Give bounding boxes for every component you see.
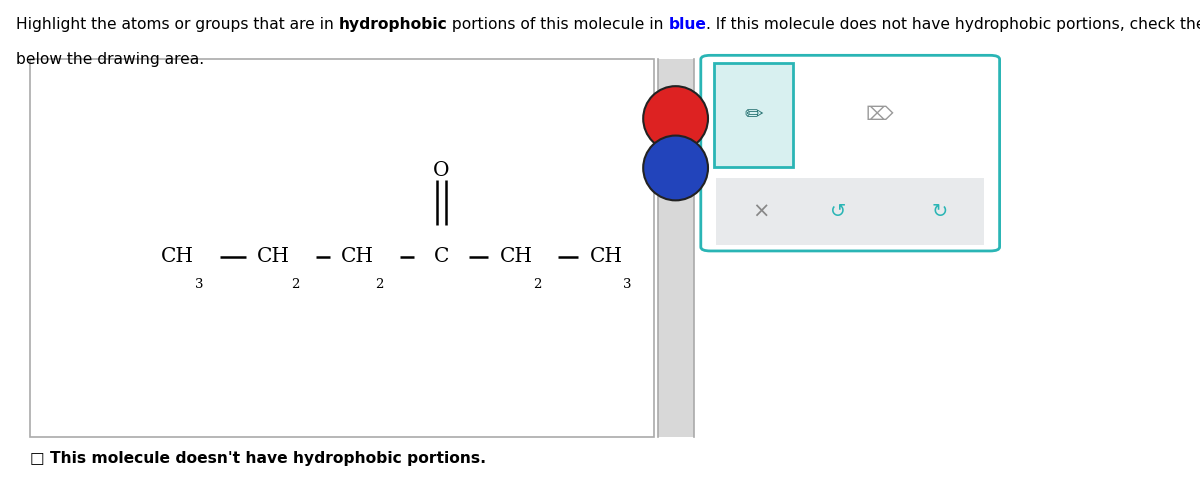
Text: Highlight the atoms or groups that are in: Highlight the atoms or groups that are i… — [16, 17, 338, 32]
Text: ↺: ↺ — [830, 202, 846, 221]
Text: 3: 3 — [623, 278, 632, 290]
Text: CH: CH — [257, 247, 290, 266]
Text: ×: × — [752, 201, 769, 221]
Text: 3: 3 — [194, 278, 204, 290]
Text: below the drawing area.: below the drawing area. — [16, 52, 204, 67]
Bar — [658, 59, 694, 437]
Text: portions of this molecule in: portions of this molecule in — [448, 17, 668, 32]
Ellipse shape — [643, 135, 708, 201]
Text: ✏: ✏ — [744, 105, 763, 125]
Text: CH: CH — [161, 247, 194, 266]
FancyBboxPatch shape — [701, 55, 1000, 251]
Text: C: C — [434, 247, 449, 266]
Text: 2: 2 — [534, 278, 541, 290]
Bar — [30, 59, 654, 437]
FancyBboxPatch shape — [714, 63, 793, 167]
Text: CH: CH — [499, 247, 533, 266]
Text: 2: 2 — [292, 278, 299, 290]
Text: CH: CH — [341, 247, 374, 266]
Text: O: O — [433, 161, 450, 180]
Bar — [716, 178, 984, 245]
Text: 2: 2 — [376, 278, 383, 290]
Text: . If this molecule does not have hydrophobic portions, check the box: . If this molecule does not have hydroph… — [707, 17, 1200, 32]
Text: ↻: ↻ — [931, 202, 948, 221]
Text: blue: blue — [668, 17, 707, 32]
Text: hydrophobic: hydrophobic — [338, 17, 448, 32]
Text: □ This molecule doesn't have hydrophobic portions.: □ This molecule doesn't have hydrophobic… — [30, 451, 486, 465]
Text: ⌦: ⌦ — [865, 105, 893, 124]
Text: CH: CH — [589, 247, 623, 266]
Ellipse shape — [643, 86, 708, 151]
